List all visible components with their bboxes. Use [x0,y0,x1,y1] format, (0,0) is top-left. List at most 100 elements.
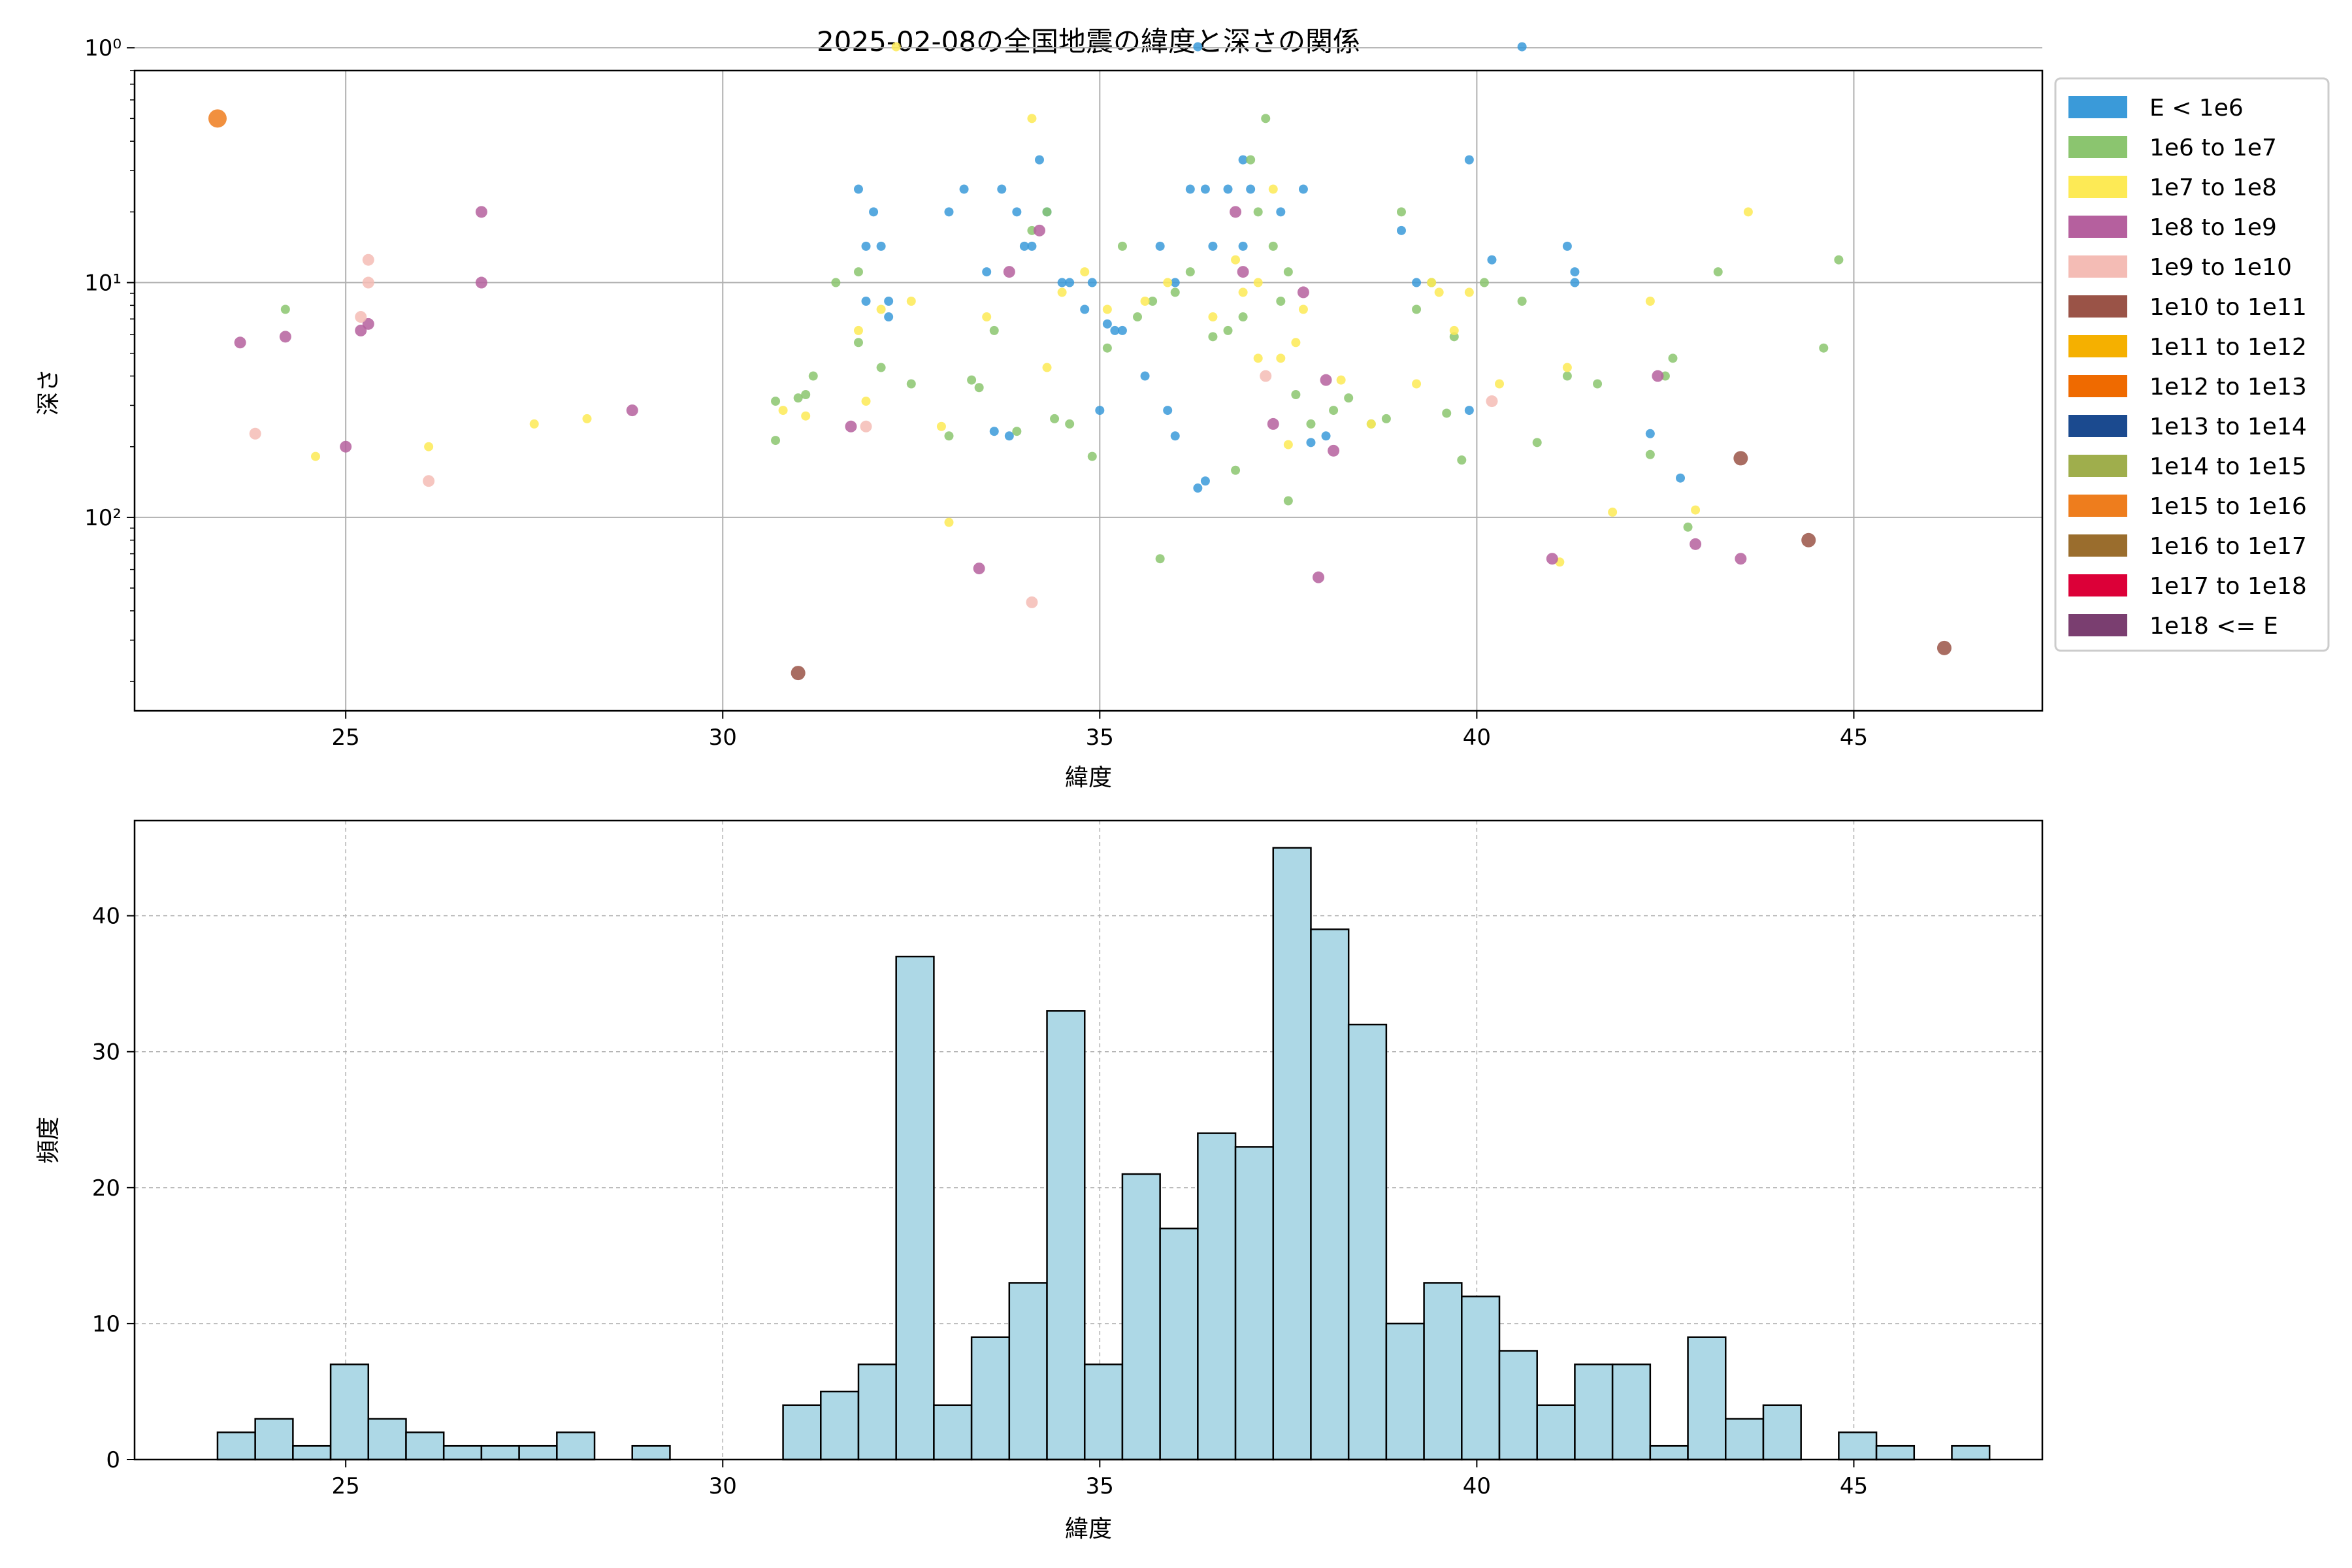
scatter-point [853,325,863,335]
scatter-point [1381,414,1391,423]
scatter-point [1033,224,1045,237]
scatter-point [1268,241,1278,251]
scatter-point [1464,155,1474,165]
histogram-bar [1310,928,1350,1461]
histogram-bar [1121,1173,1161,1461]
scatter-point [831,278,841,287]
legend-label: 1e13 to 1e14 [2149,414,2307,440]
legend-label: 1e14 to 1e15 [2149,453,2307,480]
scatter-point [1246,155,1256,165]
legend-label: 1e10 to 1e11 [2149,294,2307,321]
histogram-bar [1649,1445,1689,1461]
scatter-point [1329,406,1339,416]
scatter-point [860,420,872,433]
scatter-point [1148,296,1158,306]
scatter-point [1396,225,1406,235]
scatter-point [989,427,999,436]
scatter-point [1570,278,1580,287]
scatter-point [1313,571,1325,583]
scatter-point [1080,267,1090,277]
scatter-point [853,338,863,348]
scatter-point [1065,419,1075,429]
scatter-point [362,276,374,289]
scatter-plot-frame [133,69,2044,712]
histogram-bar [970,1336,1011,1461]
histogram-y-ticks: 0 10 20 30 40 [92,904,135,1473]
scatter-point [973,563,985,575]
legend-label: 1e8 to 1e9 [2149,214,2277,241]
scatter-point [778,406,788,416]
histogram-bar [405,1431,445,1461]
histogram-x-tick-label: 40 [1463,1473,1491,1499]
scatter-point [1140,296,1150,306]
histogram-bar [820,1390,860,1461]
scatter-point [876,304,886,314]
histogram-bar [442,1445,483,1461]
scatter-point [424,442,434,451]
scatter-point [1743,207,1753,217]
scatter-point [1223,184,1233,194]
legend-swatch [2068,495,2127,517]
scatter-point [791,666,806,681]
scatter-point [1517,296,1527,306]
scatter-point [1449,325,1459,335]
scatter-point [1268,184,1278,194]
scatter-point [1253,278,1263,287]
histogram-y-tick-label: 30 [92,1039,120,1066]
legend-label: 1e16 to 1e17 [2149,533,2307,560]
scatter-point [1080,304,1090,314]
histogram-bar [1687,1336,1727,1461]
scatter-point [1676,473,1686,483]
scatter-point [801,411,811,421]
legend-swatch [2068,335,2127,357]
scatter-point [1087,451,1097,461]
scatter-point [1246,184,1256,194]
legend-label: 1e17 to 1e18 [2149,573,2307,600]
scatter-point [475,206,487,218]
histogram-bar [1574,1364,1614,1461]
scatter-point [626,404,638,417]
scatter-point [936,421,946,431]
scatter-point [1733,451,1748,466]
scatter-x-tick-label: 40 [1463,725,1491,751]
scatter-point [1027,114,1037,123]
scatter-point [1652,370,1664,382]
scatter-point [1057,287,1067,297]
scatter-point [1237,266,1249,278]
scatter-point [944,517,954,527]
scatter-point [1283,496,1293,506]
scatter-point [1434,287,1444,297]
scatter-point [1231,255,1241,265]
scatter-point [475,276,487,289]
scatter-chart: 2025-02-08の全国地震の緯度と深さの関係 25 30 35 40 45 10⁰1… [35,25,2330,791]
scatter-x-tick-label: 25 [332,725,360,751]
scatter-point [959,184,969,194]
histogram-x-tick-label: 25 [332,1473,360,1499]
histogram-bar [292,1445,332,1461]
scatter-point [208,109,227,128]
scatter-point [1819,343,1829,353]
scatter-point [1412,304,1422,314]
scatter-point [801,390,811,400]
scatter-point [1487,255,1497,265]
scatter-point [1276,296,1286,306]
histogram-bar [1159,1228,1199,1461]
scatter-point [1027,241,1037,251]
legend-swatch [2068,216,2127,238]
scatter-y-ticks: 10⁰ 10¹ 10² [84,35,135,531]
scatter-point [582,414,592,423]
scatter-point [1163,278,1173,287]
scatter-point [1366,419,1376,429]
scatter-point [853,184,863,194]
scatter-point [1479,278,1489,287]
scatter-point [1042,207,1052,217]
histogram-bar [1762,1404,1802,1461]
legend-label: E < 1e6 [2149,95,2244,122]
scatter-point [1532,438,1542,448]
histogram-plot-frame [133,819,2044,1461]
histogram-bar [1046,1010,1086,1461]
scatter-point [1645,296,1655,306]
scatter-point [1593,379,1603,389]
legend-label: 1e6 to 1e7 [2149,135,2277,161]
scatter-point [1193,42,1203,52]
